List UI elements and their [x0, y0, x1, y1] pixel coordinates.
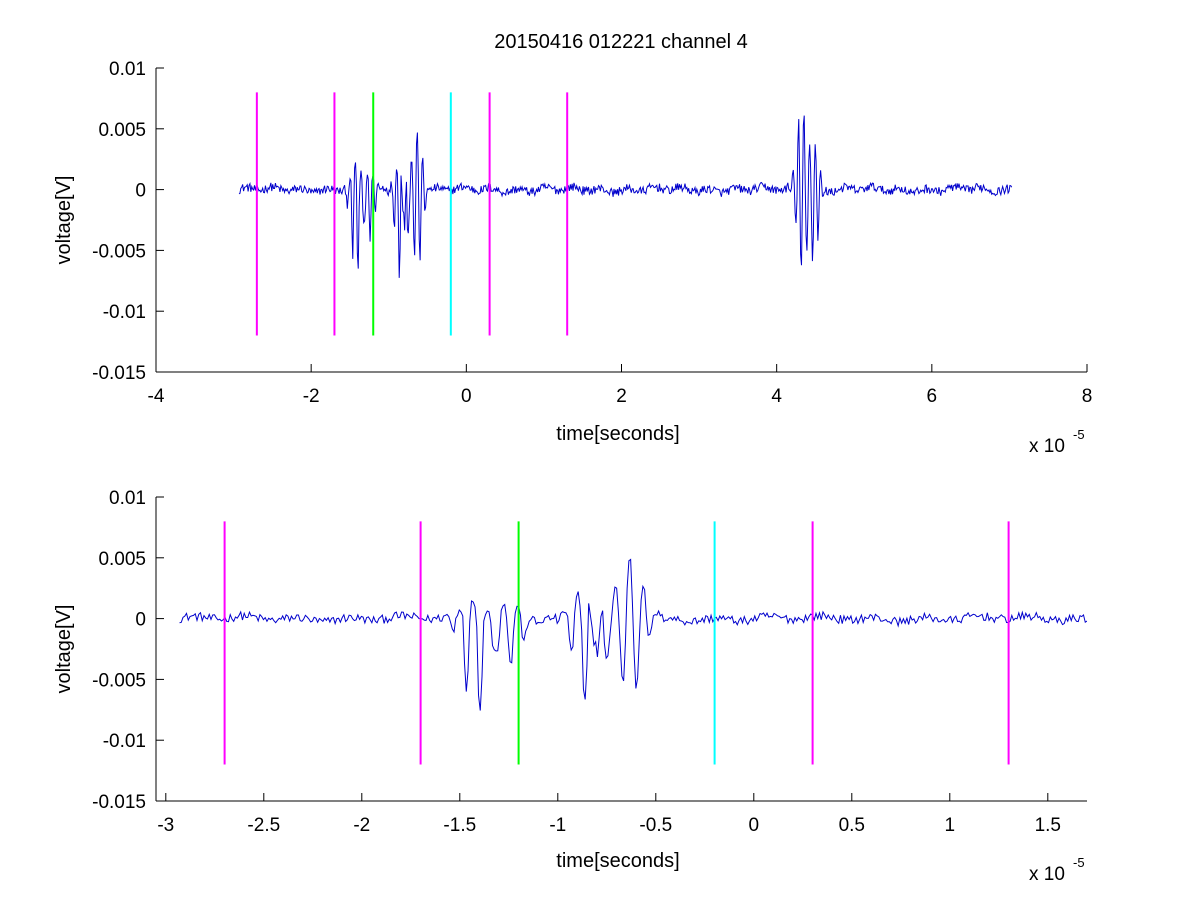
bottom-series-layer — [179, 558, 1087, 711]
bottom-plot-area — [156, 497, 1087, 801]
top-y-axis-label: voltage[V] — [53, 176, 75, 265]
top-x-multiplier: x 10 — [1029, 436, 1065, 457]
top-y-tick-label-3: -0.005 — [92, 241, 146, 262]
bottom-signal-line-0 — [179, 558, 1087, 711]
bottom-x-tick-label-1: -2.5 — [247, 815, 280, 836]
bottom-x-tick-label-9: 1.5 — [1035, 815, 1061, 836]
bottom-x-multiplier-base: x 10 — [1029, 864, 1065, 885]
bottom-x-tick-label-0: -3 — [157, 815, 174, 836]
top-y-tick-label-5: -0.015 — [92, 363, 146, 384]
bottom-y-axis-label: voltage[V] — [53, 605, 75, 694]
bottom-y-tick-label-1: 0.005 — [98, 549, 146, 570]
bottom-y-tick-label-0: 0.01 — [109, 488, 146, 509]
top-panel: -4 -2 0 2 4 6 8 0.01 0.005 0 -0.005 -0.01 -0.015 tim… — [53, 59, 1092, 457]
top-y-tick-label-4: -0.01 — [103, 302, 146, 323]
top-x-tick-label-4: 4 — [771, 386, 782, 407]
top-x-tick-label-0: -4 — [148, 386, 165, 407]
bottom-y-tick-label-4: -0.01 — [103, 731, 146, 752]
top-x-tick-label-5: 6 — [927, 386, 938, 407]
top-y-tick-label-2: 0 — [135, 181, 146, 202]
top-x-axis-label: time[seconds] — [556, 423, 679, 445]
top-marker-layer — [255, 92, 569, 336]
bottom-x-multiplier: x 10 — [1029, 864, 1065, 885]
top-signal-line-0 — [238, 115, 1013, 278]
top-x-tick-label-6: 8 — [1082, 386, 1093, 407]
top-plot-area — [156, 68, 1087, 372]
bottom-x-tick-label-6: 0 — [749, 815, 760, 836]
figure-title: 20150416 012221 channel 4 — [494, 31, 748, 53]
top-y-tick-label-1: 0.005 — [98, 120, 146, 141]
top-series-layer — [238, 115, 1013, 278]
bottom-y-tick-label-3: -0.005 — [92, 670, 146, 691]
top-x-multiplier-exponent: -5 — [1073, 427, 1085, 442]
top-x-multiplier-base: x 10 — [1029, 436, 1065, 457]
top-x-tick-label-1: -2 — [303, 386, 320, 407]
bottom-x-tick-label-8: 1 — [945, 815, 956, 836]
bottom-x-axis-label: time[seconds] — [556, 850, 679, 872]
bottom-y-tick-label-2: 0 — [135, 610, 146, 631]
bottom-x-multiplier-exponent: -5 — [1073, 855, 1085, 870]
top-axis-layer: -4 -2 0 2 4 6 8 0.01 0.005 0 -0.005 -0.01 -0.015 — [92, 59, 1092, 407]
bottom-y-tick-label-5: -0.015 — [92, 792, 146, 813]
bottom-axis-layer: -3 -2.5 -2 -1.5 -1 -0.5 0 0.5 1 1.5 0.01 0.005 0 -0.0… — [92, 488, 1087, 836]
bottom-x-tick-label-3: -1.5 — [443, 815, 476, 836]
bottom-x-tick-label-2: -2 — [353, 815, 370, 836]
bottom-marker-layer — [223, 521, 1010, 765]
bottom-x-tick-label-5: -0.5 — [639, 815, 672, 836]
bottom-x-tick-label-4: -1 — [549, 815, 566, 836]
top-x-tick-label-3: 2 — [616, 386, 627, 407]
bottom-x-tick-label-7: 0.5 — [839, 815, 865, 836]
top-x-tick-label-2: 0 — [461, 386, 472, 407]
top-y-tick-label-0: 0.01 — [109, 59, 146, 80]
bottom-panel: -3 -2.5 -2 -1.5 -1 -0.5 0 0.5 1 1.5 0.01 0.005 0 -0.0… — [53, 488, 1087, 885]
